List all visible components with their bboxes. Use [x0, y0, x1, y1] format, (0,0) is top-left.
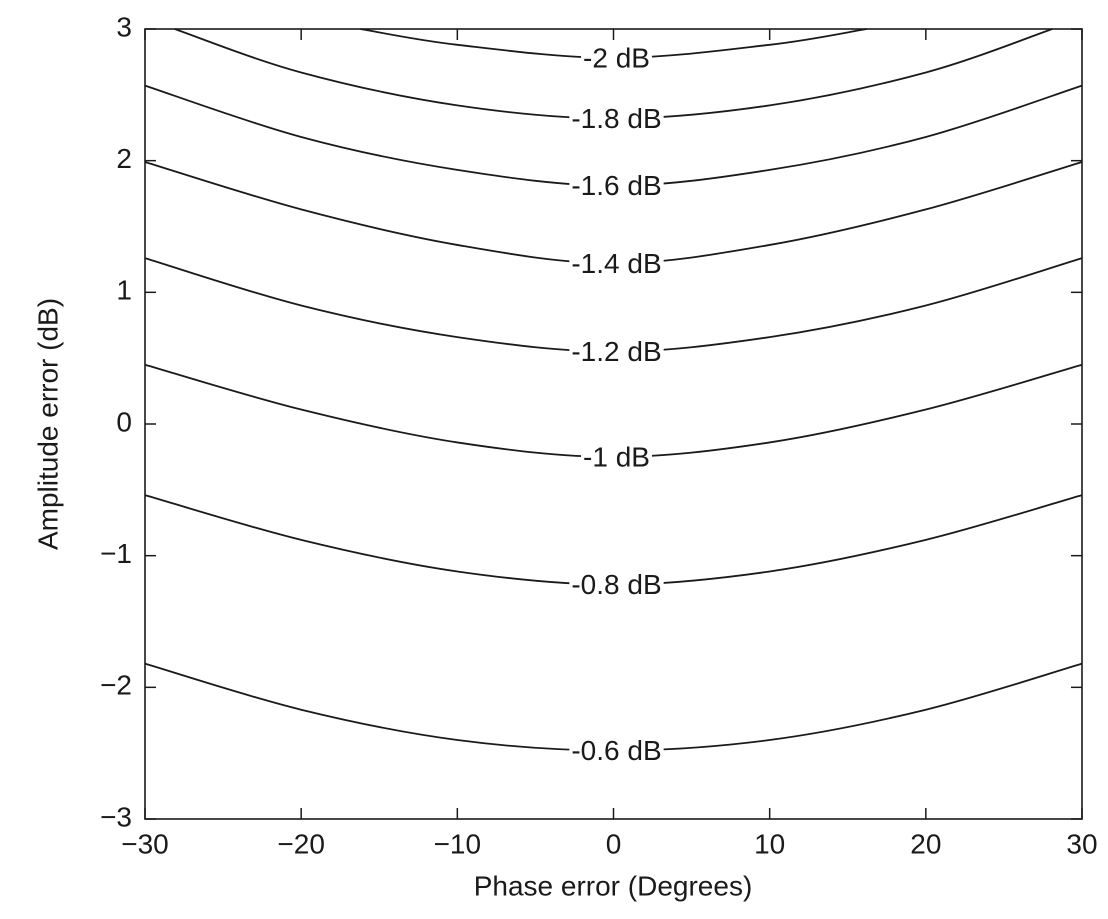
contour-label-background	[569, 106, 664, 130]
x-tick-label: −10	[434, 828, 482, 859]
contour-label: -1.8 dB	[571, 103, 661, 134]
contour-label: -0.6 dB	[571, 735, 661, 766]
contour-label-group: -1.6 dB	[569, 170, 664, 201]
x-tick-label: 10	[754, 828, 785, 859]
y-tick-label: 2	[116, 143, 132, 174]
contour-label-group: -0.8 dB	[569, 569, 664, 600]
contour-label-background	[581, 46, 652, 70]
y-tick-label: 1	[116, 275, 132, 306]
contour-label: -1.4 dB	[571, 248, 661, 279]
y-tick-label: 3	[116, 11, 132, 42]
contour-label-group: -0.6 dB	[569, 735, 664, 766]
contour-label-background	[569, 339, 664, 363]
contour-label: -2 dB	[583, 42, 650, 73]
y-tick-label: 0	[116, 406, 132, 437]
contour-label: -1.2 dB	[571, 336, 661, 367]
contour-label-group: -1.8 dB	[569, 103, 664, 134]
contour-label: -1.6 dB	[571, 170, 661, 201]
x-tick-label: 30	[1066, 828, 1097, 859]
contour-label-background	[581, 445, 652, 469]
contour-label-group: -1.2 dB	[569, 336, 664, 367]
y-tick-label: −2	[100, 670, 132, 701]
contour-label-background	[569, 174, 664, 198]
contour-label: -1 dB	[583, 441, 650, 472]
x-tick-label: 0	[606, 828, 622, 859]
y-axis-label: Amplitude error (dB)	[32, 298, 63, 550]
plot-frame	[144, 28, 1083, 820]
contour-label-background	[569, 573, 664, 597]
contour-label-background	[569, 738, 664, 762]
contour-label-background	[569, 251, 664, 275]
contour-label-group: -2 dB	[581, 42, 652, 73]
contour-label-group: -1 dB	[581, 441, 652, 472]
y-tick-label: −3	[100, 801, 132, 832]
x-axis-label: Phase error (Degrees)	[474, 870, 753, 901]
x-tick-label: −30	[121, 828, 169, 859]
y-tick-label: −1	[100, 538, 132, 569]
x-tick-label: −20	[277, 828, 325, 859]
x-tick-label: 20	[910, 828, 941, 859]
contour-label: -0.8 dB	[571, 569, 661, 600]
contour-label-group: -1.4 dB	[569, 248, 664, 279]
